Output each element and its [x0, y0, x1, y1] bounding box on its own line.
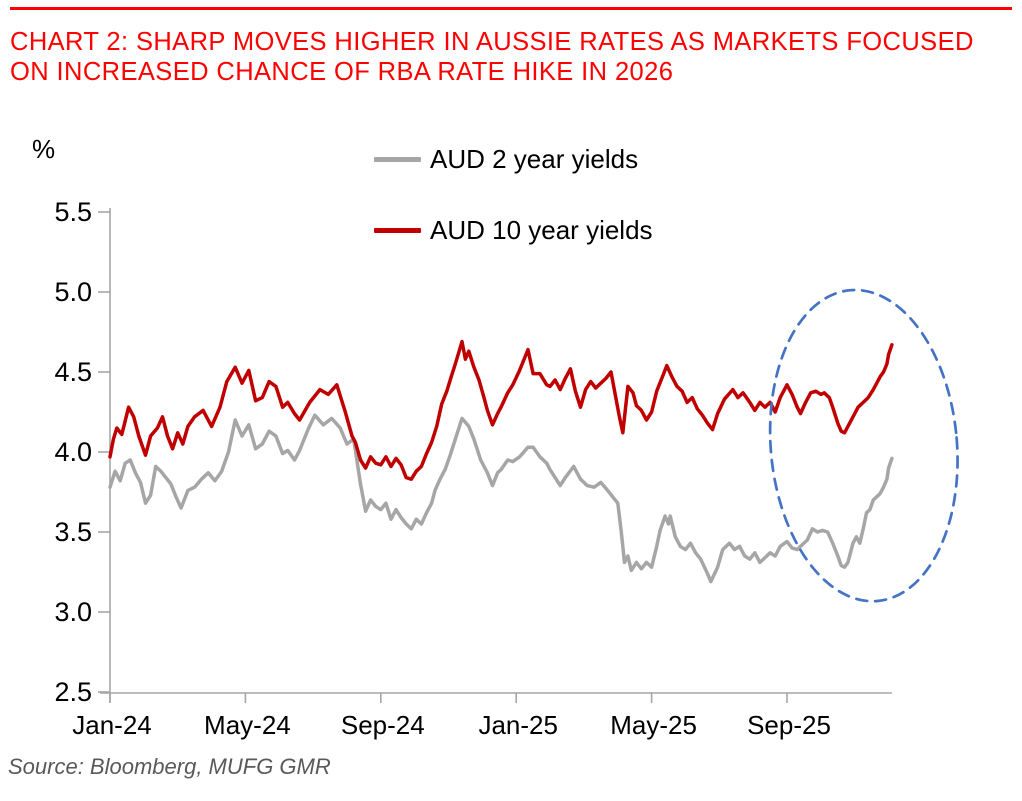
highlight-ellipse [768, 288, 959, 603]
top-rule [10, 7, 1012, 10]
series-line-aud-2-year-yields [108, 413, 894, 584]
legend-label-aud-2-year: AUD 2 year yields [430, 143, 639, 174]
legend-label-aud-10-year: AUD 10 year yields [430, 214, 653, 245]
x-tick-label: Jan-24 [72, 710, 152, 740]
legend: AUD 2 year yields AUD 10 year yields [374, 142, 653, 247]
y-tick-label: 4.0 [54, 437, 92, 467]
y-tick-label: 3.5 [54, 517, 92, 547]
page-title: CHART 2: SHARP MOVES HIGHER IN AUSSIE RA… [10, 28, 974, 86]
x-tick-label: May-25 [610, 710, 697, 740]
y-tick-label: 3.0 [54, 597, 92, 627]
source-note: Source: Bloomberg, MUFG GMR [8, 754, 331, 779]
x-tick-label: Sep-25 [747, 710, 831, 740]
x-tick-label: Jan-25 [478, 710, 558, 740]
y-tick-label: 4.5 [54, 357, 92, 387]
legend-item-aud-2-year: AUD 2 year yields [374, 142, 653, 176]
y-tick-label: 2.5 [54, 677, 92, 707]
legend-item-aud-10-year: AUD 10 year yields [374, 213, 653, 247]
y-axis-unit-label: % [32, 134, 56, 164]
x-tick-label: May-24 [204, 710, 291, 740]
x-tick-label: Sep-24 [341, 710, 425, 740]
legend-line-swatch-red [374, 227, 421, 233]
y-tick-label: 5.5 [54, 197, 92, 227]
y-tick-label: 5.0 [54, 277, 92, 307]
legend-line-swatch-gray [374, 156, 421, 162]
series-line-aud-10-year-yields [108, 339, 894, 481]
